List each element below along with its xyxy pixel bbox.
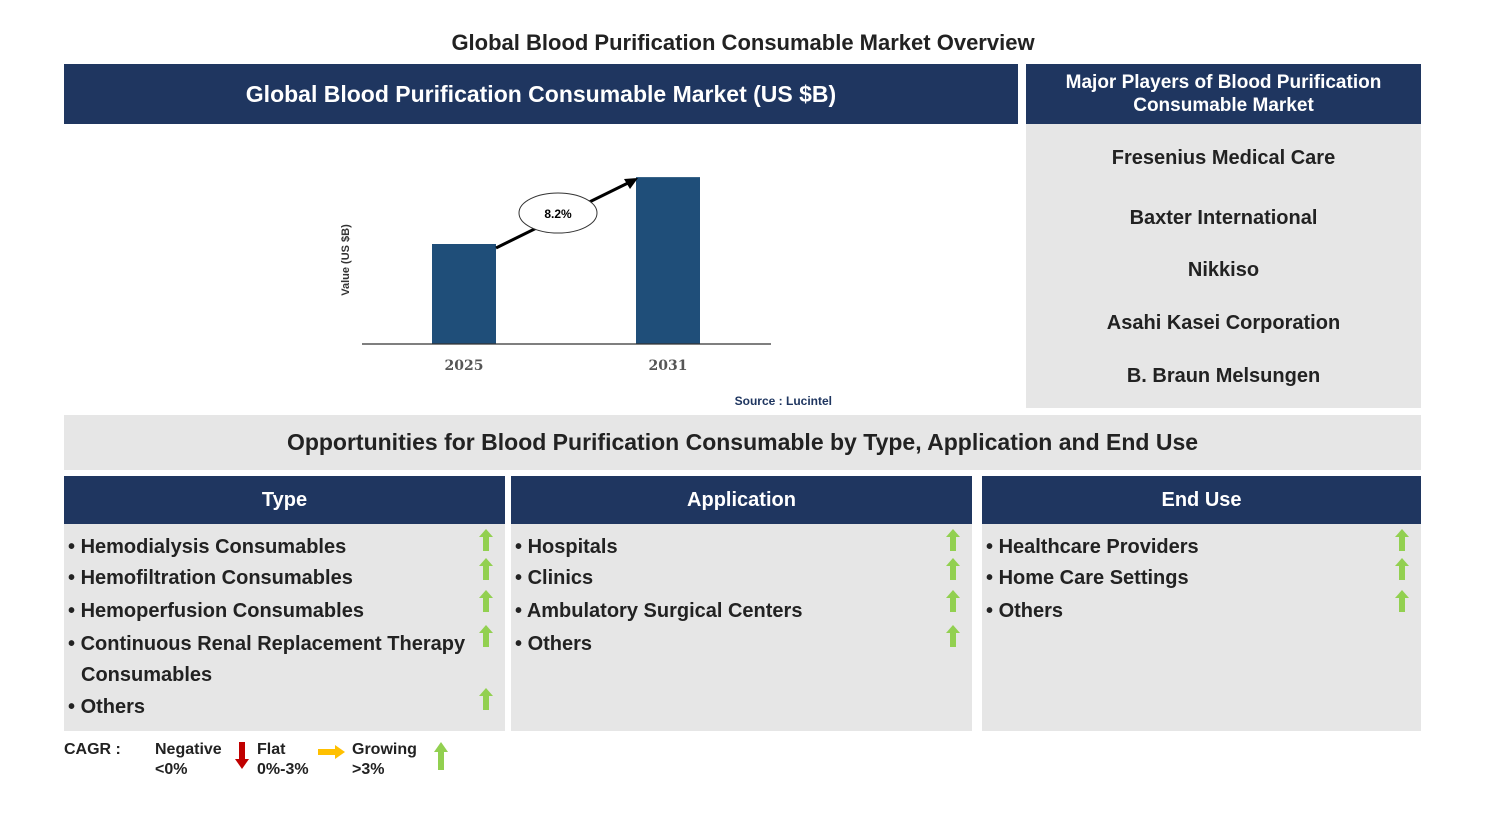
market-header: Global Blood Purification Consumable Mar… <box>64 64 1018 124</box>
player-item: Asahi Kasei Corporation <box>1106 312 1341 334</box>
player-item: B. Braun Melsungen <box>1126 365 1321 387</box>
list-item-label: Hospitals <box>527 536 618 558</box>
list-item: • Hemoperfusion Consumables <box>68 600 364 622</box>
column-body-application: • Hospitals • Clinics • Ambulatory Surgica… <box>511 524 972 731</box>
legend-flat-range: 0%-3% <box>257 761 309 778</box>
list-item: • Hemodialysis Consumables <box>68 536 347 558</box>
arrow-up-green-icon <box>1395 529 1409 551</box>
bar-2025 <box>432 244 496 344</box>
list-item-label: Home Care Settings <box>998 567 1189 589</box>
bar-2031 <box>636 177 700 344</box>
arrow-up-green-icon <box>946 625 960 647</box>
player-item: Nikkiso <box>1187 259 1260 281</box>
legend-growing: Growing >3% <box>352 740 417 780</box>
list-item-label: Others <box>80 696 146 718</box>
list-item-label: Hemofiltration Consumables <box>80 567 353 589</box>
y-axis-label: Value (US $B) <box>340 224 352 296</box>
list-item: • Others <box>68 696 146 718</box>
legend-label: CAGR : <box>64 741 121 758</box>
player-item: Baxter International <box>1129 207 1318 229</box>
players-header: Major Players of Blood Purification Cons… <box>1026 64 1421 124</box>
growth-arrowhead <box>624 178 638 189</box>
arrow-up-green-icon <box>479 558 493 580</box>
arrow-up-green-icon <box>479 590 493 612</box>
list-item-label: Hemodialysis Consumables <box>80 536 347 558</box>
arrow-up-green-icon <box>479 688 493 710</box>
market-chart: Value (US $B) 8.2% 2025 2031 Source : Lu… <box>340 177 832 408</box>
arrow-down-red-icon <box>235 742 249 769</box>
legend-growing-range: >3% <box>352 761 385 778</box>
list-item: • Hospitals <box>515 536 618 558</box>
list-item-label: Continuous Renal Replacement Therapy Con… <box>80 633 466 686</box>
arrow-up-green-icon <box>1395 590 1409 612</box>
list-item: • Continuous Renal Replacement Therapy C… <box>68 633 466 686</box>
arrow-up-green-icon <box>479 529 493 551</box>
list-item-label: Ambulatory Surgical Centers <box>526 600 803 622</box>
legend-flat: Flat 0%-3% <box>257 740 309 780</box>
list-item-label: Hemoperfusion Consumables <box>80 600 364 622</box>
column-body-end-use: • Healthcare Providers • Home Care Settin… <box>982 524 1421 731</box>
legend-growing-label: Growing <box>352 741 417 758</box>
x-tick-2025: 2025 <box>445 358 484 374</box>
arrow-up-green-icon <box>946 590 960 612</box>
players-panel: Fresenius Medical Care Baxter Internatio… <box>1026 124 1421 408</box>
arrow-up-green-icon <box>946 529 960 551</box>
opportunities-header: Opportunities for Blood Purification Con… <box>64 415 1421 470</box>
page-title: Global Blood Purification Consumable Mar… <box>451 30 1035 55</box>
legend-negative-range: <0% <box>155 761 188 778</box>
list-item-label: Healthcare Providers <box>998 536 1199 558</box>
legend-negative-label: Negative <box>155 741 222 758</box>
list-item: • Others <box>986 600 1064 622</box>
arrow-right-yellow-icon <box>318 745 345 759</box>
list-item: • Others <box>515 633 593 655</box>
list-item: • Ambulatory Surgical Centers <box>515 600 803 622</box>
column-header-application: Application <box>511 476 972 524</box>
column-header-end-use: End Use <box>982 476 1421 524</box>
arrow-up-green-icon <box>946 558 960 580</box>
list-item-label: Others <box>998 600 1064 622</box>
list-item-label: Others <box>527 633 593 655</box>
list-item: • Hemofiltration Consumables <box>68 567 353 589</box>
column-body-type: • Hemodialysis Consumables • Hemofiltrati… <box>64 524 505 731</box>
list-item: • Healthcare Providers <box>986 536 1199 558</box>
arrow-up-green-icon <box>434 742 448 770</box>
x-tick-2031: 2031 <box>649 358 688 374</box>
player-item: Fresenius Medical Care <box>1111 147 1336 169</box>
list-item: • Clinics <box>515 567 594 589</box>
cagr-ellipse <box>518 192 598 234</box>
source-label: Source : Lucintel <box>735 394 832 408</box>
arrow-up-green-icon <box>479 625 493 647</box>
legend-flat-label: Flat <box>257 741 286 758</box>
column-header-type: Type <box>64 476 505 524</box>
list-item-label: Clinics <box>527 567 594 589</box>
legend-negative: Negative <0% <box>155 740 222 780</box>
cagr-label: 8.2% <box>544 207 572 221</box>
list-item: • Home Care Settings <box>986 567 1189 589</box>
arrow-up-green-icon <box>1395 558 1409 580</box>
